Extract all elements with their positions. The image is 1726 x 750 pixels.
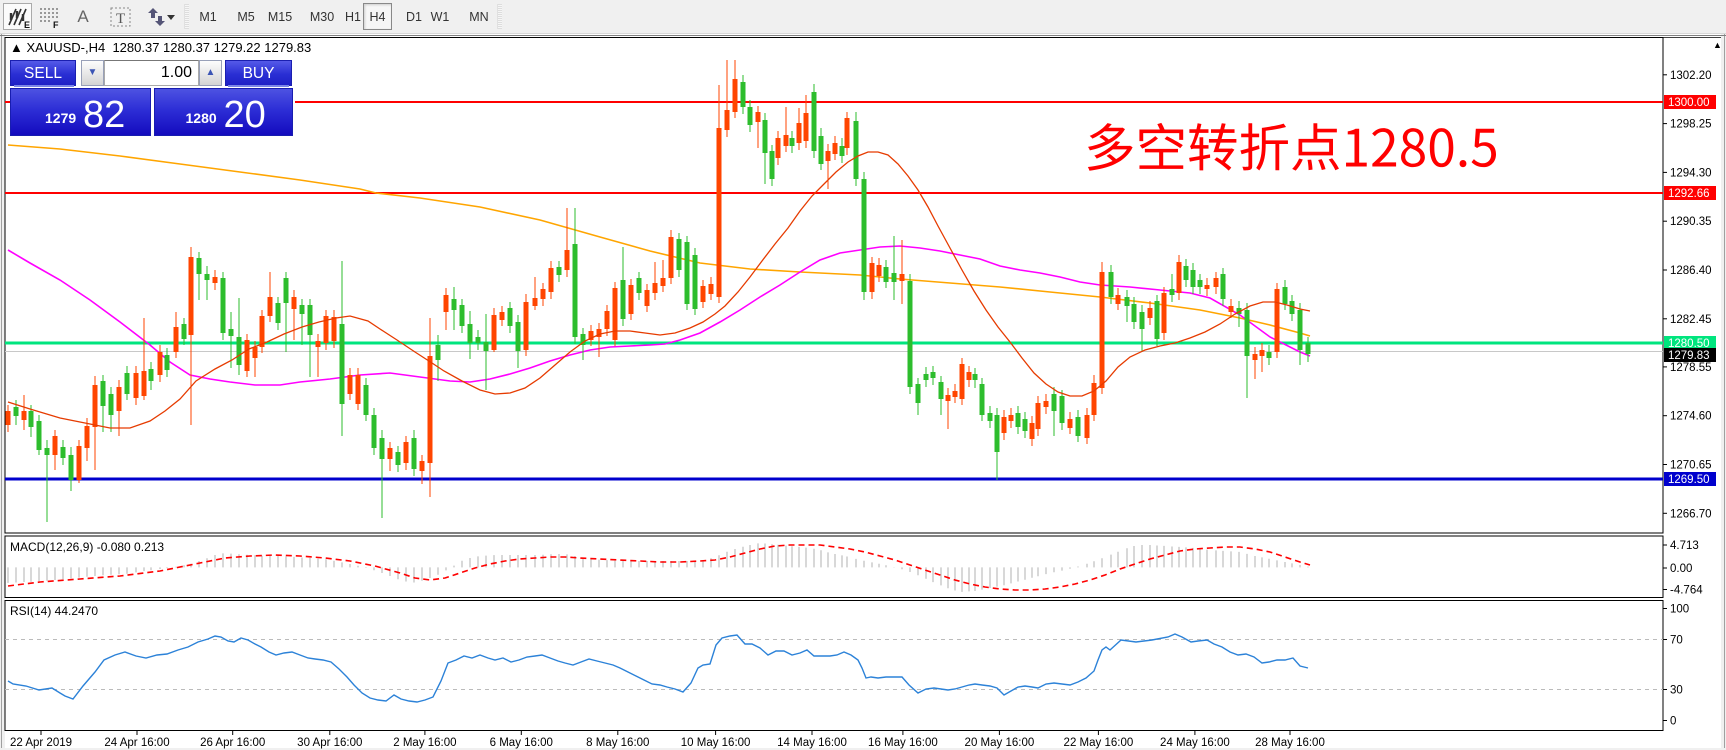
svg-text:1292.66: 1292.66 <box>1668 188 1710 200</box>
svg-text:22 May 16:00: 22 May 16:00 <box>1064 737 1134 749</box>
svg-text:8 May 16:00: 8 May 16:00 <box>586 737 649 749</box>
svg-text:28 May 16:00: 28 May 16:00 <box>1255 737 1325 749</box>
svg-text:1286.40: 1286.40 <box>1670 265 1712 277</box>
svg-text:4.713: 4.713 <box>1670 540 1699 552</box>
svg-text:24 May 16:00: 24 May 16:00 <box>1160 737 1230 749</box>
svg-text:70: 70 <box>1670 635 1683 647</box>
svg-text:100: 100 <box>1670 604 1689 616</box>
svg-text:1269.50: 1269.50 <box>1668 474 1710 486</box>
svg-text:1270.65: 1270.65 <box>1670 460 1712 472</box>
svg-text:14 May 16:00: 14 May 16:00 <box>777 737 847 749</box>
svg-text:6 May 16:00: 6 May 16:00 <box>490 737 553 749</box>
svg-text:26 Apr 16:00: 26 Apr 16:00 <box>200 737 265 749</box>
svg-text:1290.35: 1290.35 <box>1670 216 1712 228</box>
svg-text:1266.70: 1266.70 <box>1670 508 1712 520</box>
svg-text:MACD(12,26,9) -0.080 0.213: MACD(12,26,9) -0.080 0.213 <box>10 540 164 554</box>
svg-text:0.00: 0.00 <box>1670 563 1692 575</box>
svg-text:1300.00: 1300.00 <box>1668 97 1710 109</box>
svg-text:30: 30 <box>1670 685 1683 697</box>
svg-text:1274.60: 1274.60 <box>1670 411 1712 423</box>
svg-text:▲: ▲ <box>1713 40 1722 50</box>
svg-text:RSI(14) 44.2470: RSI(14) 44.2470 <box>10 604 98 618</box>
svg-text:0: 0 <box>1670 716 1676 728</box>
svg-text:24 Apr 16:00: 24 Apr 16:00 <box>104 737 169 749</box>
svg-text:10 May 16:00: 10 May 16:00 <box>681 737 751 749</box>
svg-text:1294.30: 1294.30 <box>1670 167 1712 179</box>
svg-text:1282.45: 1282.45 <box>1670 314 1712 326</box>
svg-text:T: T <box>116 11 125 27</box>
svg-text:2 May 16:00: 2 May 16:00 <box>393 737 456 749</box>
svg-text:1298.25: 1298.25 <box>1670 119 1712 131</box>
svg-text:▲ XAUUSD-,H4 1280.37 1280.37: ▲ XAUUSD-,H4 1280.37 1280.37 1279.22 127… <box>10 40 311 55</box>
svg-text:E: E <box>24 20 30 30</box>
svg-text:20 May 16:00: 20 May 16:00 <box>965 737 1035 749</box>
svg-text:16 May 16:00: 16 May 16:00 <box>868 737 938 749</box>
svg-text:1280.50: 1280.50 <box>1668 338 1710 350</box>
svg-text:22 Apr 2019: 22 Apr 2019 <box>10 737 72 749</box>
svg-text:30 Apr 16:00: 30 Apr 16:00 <box>297 737 362 749</box>
svg-text:1279.83: 1279.83 <box>1668 350 1710 362</box>
svg-text:F: F <box>53 20 59 30</box>
svg-text:1278.55: 1278.55 <box>1670 362 1712 374</box>
svg-text:-4.764: -4.764 <box>1670 585 1703 597</box>
svg-text:1302.20: 1302.20 <box>1670 70 1712 82</box>
